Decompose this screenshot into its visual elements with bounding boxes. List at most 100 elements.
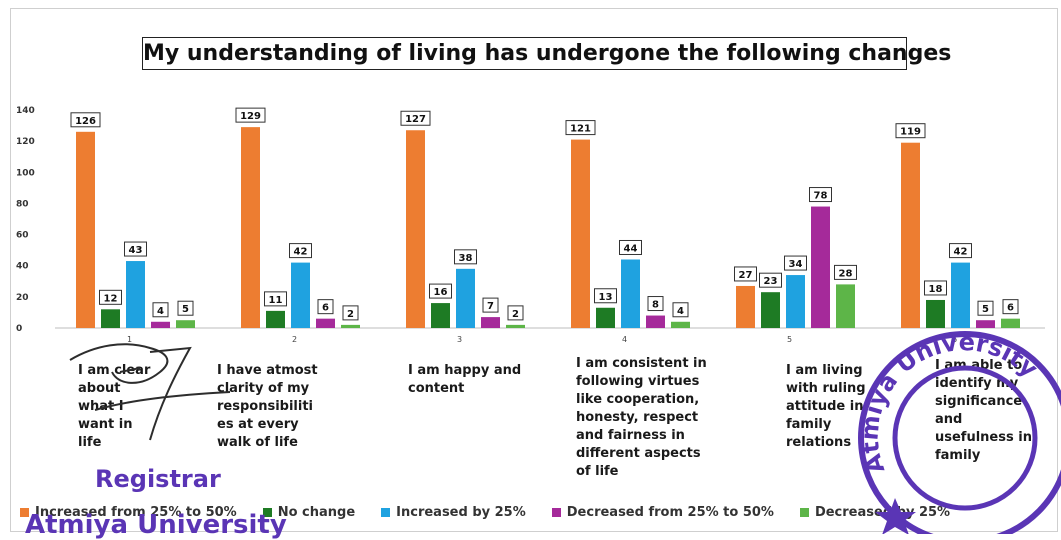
legend-item: Increased from 25% to 50%: [20, 505, 237, 520]
legend-swatch: [20, 507, 29, 517]
data-label-box: [482, 297, 499, 313]
data-label-box: [759, 272, 782, 288]
data-label: 42: [954, 247, 968, 258]
data-label: 127: [405, 114, 426, 125]
data-label-box: [895, 123, 926, 139]
data-label-box: [454, 249, 477, 265]
y-tick-label: 20: [16, 293, 29, 303]
category-description: I am consistent in following virtues lik…: [576, 356, 707, 479]
x-tick-label: 5: [787, 335, 792, 344]
data-label-box: [400, 110, 431, 126]
data-label: 4: [157, 306, 164, 317]
bar: [596, 307, 615, 328]
legend-label: No change: [277, 504, 356, 520]
data-label-box: [594, 288, 617, 304]
data-label: 6: [1007, 303, 1014, 314]
data-label-box: [289, 243, 312, 259]
data-label-box: [672, 302, 689, 318]
bar: [811, 206, 830, 328]
bar: [151, 321, 170, 328]
data-label-box: [124, 241, 147, 257]
data-label: 13: [599, 292, 613, 303]
y-tick-label: 40: [16, 262, 29, 272]
data-label: 119: [900, 127, 921, 138]
bar: [836, 284, 855, 328]
legend-item: Increased by 25%: [381, 505, 526, 520]
chart-title: My understanding of living has undergone…: [142, 37, 951, 70]
data-label: 38: [459, 253, 473, 264]
x-tick-label: 6: [952, 335, 957, 344]
x-tick-label: 2: [292, 335, 297, 344]
legend-swatch: [551, 507, 561, 517]
data-label-box: [924, 280, 947, 296]
x-tick-label: 4: [622, 335, 627, 344]
registrar-title: Registrar: [95, 465, 221, 493]
bar: [786, 275, 805, 328]
bar: [571, 139, 590, 328]
category-description: I am living with ruling attitude in fami…: [786, 363, 866, 450]
legend-swatch: [381, 507, 391, 517]
data-label-box: [949, 243, 972, 259]
legend-label: Increased by 25%: [396, 504, 526, 520]
bar: [1001, 318, 1020, 328]
bar: [341, 324, 360, 328]
data-label-box: [647, 296, 664, 312]
bar: [456, 268, 475, 328]
data-label: 27: [739, 270, 753, 281]
data-label: 43: [129, 245, 143, 256]
y-tick-label: 120: [16, 137, 35, 147]
bar: [736, 285, 755, 328]
data-label-box: [429, 283, 452, 299]
data-label: 2: [512, 309, 519, 320]
bar: [761, 292, 780, 328]
data-label-box: [342, 305, 359, 321]
bar: [646, 315, 665, 328]
legend-swatch: [799, 507, 809, 517]
bar: [976, 320, 995, 328]
data-label-box: [977, 300, 994, 316]
bar: [101, 309, 120, 328]
x-tick-label: 1: [127, 335, 132, 344]
bar: [126, 261, 145, 328]
registrar-organization: Atmiya University: [25, 510, 287, 540]
data-label-box: [1002, 299, 1019, 315]
legend-label: Decreased by 25%: [814, 504, 951, 520]
bar: [431, 303, 450, 328]
data-label: 4: [677, 306, 684, 317]
data-label: 5: [182, 304, 189, 315]
data-label-box: [99, 289, 122, 305]
data-label: 6: [322, 303, 329, 314]
data-label-box: [619, 239, 642, 255]
category-description: I am able to identify my significance an…: [935, 358, 1032, 463]
bar: [481, 317, 500, 328]
data-label-box: [264, 291, 287, 307]
data-label: 18: [929, 284, 943, 295]
bar: [951, 262, 970, 328]
bar: [266, 310, 285, 328]
category-description: I am happy and content: [408, 363, 522, 396]
data-label-box: [565, 120, 596, 136]
bar: [291, 262, 310, 328]
y-tick-label: 0: [16, 324, 22, 334]
data-label: 16: [434, 287, 448, 298]
data-label: 44: [624, 243, 638, 254]
bar: [316, 318, 335, 328]
legend-item: Decreased by 25%: [799, 504, 951, 520]
data-label-box: [70, 112, 101, 128]
bar: [176, 320, 195, 328]
bar: [506, 324, 525, 328]
bar: [926, 299, 945, 328]
data-label-box: [152, 302, 169, 318]
bar: [241, 127, 260, 328]
bar: [621, 259, 640, 328]
data-label: 28: [839, 268, 853, 279]
data-label-box: [507, 305, 524, 321]
y-tick-label: 140: [16, 106, 35, 116]
data-label: 11: [269, 295, 283, 306]
data-label-box: [834, 264, 857, 280]
legend-swatch: [262, 507, 272, 517]
legend-label: Decreased from 25% to 50%: [566, 504, 774, 520]
data-label-box: [317, 299, 334, 315]
data-label: 12: [104, 293, 118, 304]
